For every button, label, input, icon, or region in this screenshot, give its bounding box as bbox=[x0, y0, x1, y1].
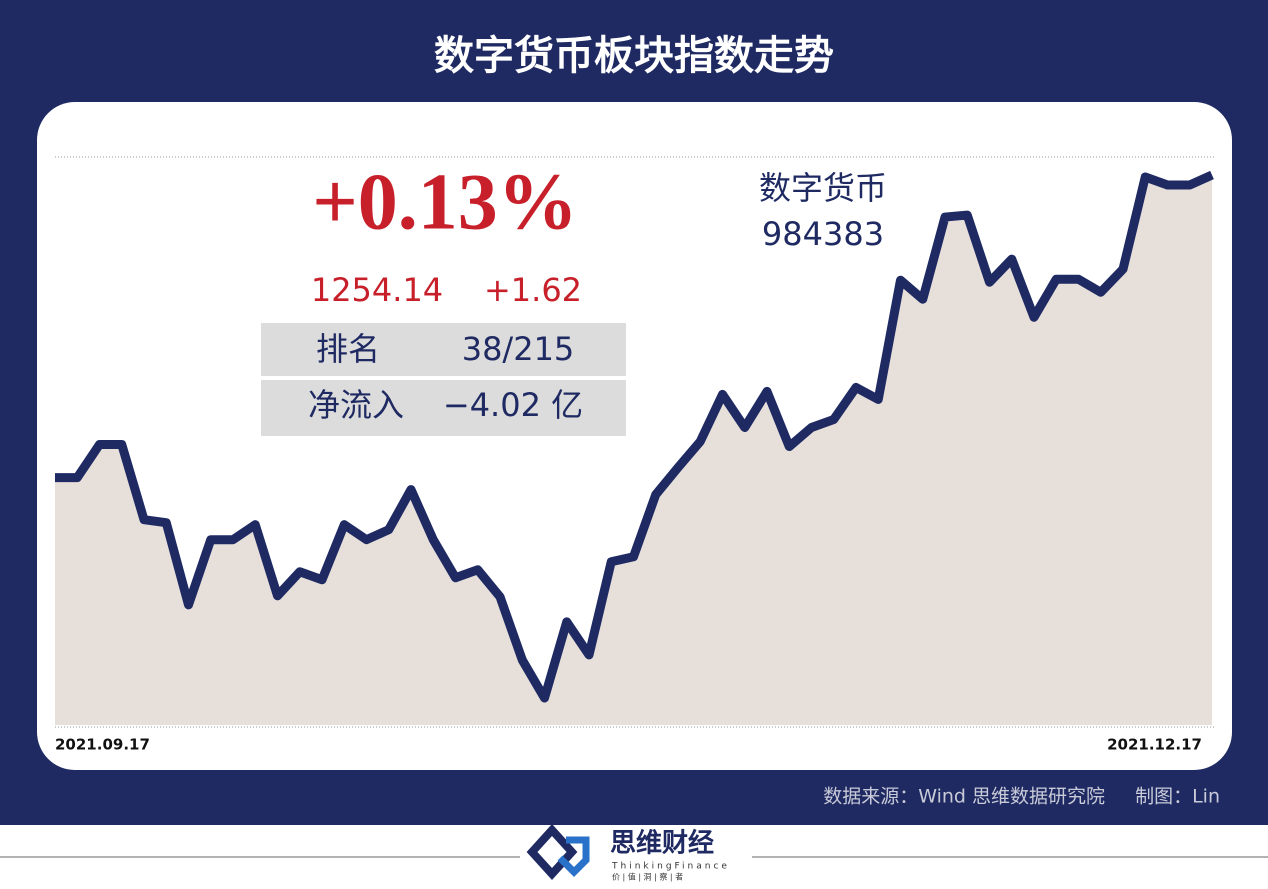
stat-label: 排名 bbox=[316, 330, 380, 368]
x-tick-label: 2021.09.17 bbox=[55, 736, 150, 754]
plot bbox=[55, 170, 1214, 725]
line bbox=[55, 170, 1214, 703]
chart-title: 数字货币板块指数走势 bbox=[434, 33, 834, 79]
area bbox=[55, 175, 1212, 725]
stat-value: −4.02 亿 bbox=[443, 386, 583, 424]
change: +1.62 bbox=[484, 271, 582, 309]
brand-motto: 价 | 值 | 洞 | 察 | 者 bbox=[612, 872, 683, 882]
stat-value: 38/215 bbox=[462, 330, 575, 368]
index-name: 数字货币 bbox=[759, 169, 887, 207]
index-code: 984383 bbox=[762, 215, 884, 253]
brand-english: ThinkingFinance bbox=[611, 862, 730, 872]
stat-label: 净流入 bbox=[308, 386, 404, 424]
credit: 制图：Lin bbox=[1135, 786, 1220, 808]
brand-name: 思维财经 bbox=[610, 828, 714, 859]
stat-row bbox=[261, 323, 626, 376]
x-tick-label: 2021.12.17 bbox=[1107, 736, 1202, 754]
logo bbox=[526, 824, 590, 880]
change-pct: +0.13% bbox=[312, 158, 578, 246]
close: 1254.14 bbox=[311, 271, 443, 309]
stat-row bbox=[261, 380, 626, 436]
source: 数据来源：Wind 思维数据研究院 bbox=[823, 786, 1105, 808]
